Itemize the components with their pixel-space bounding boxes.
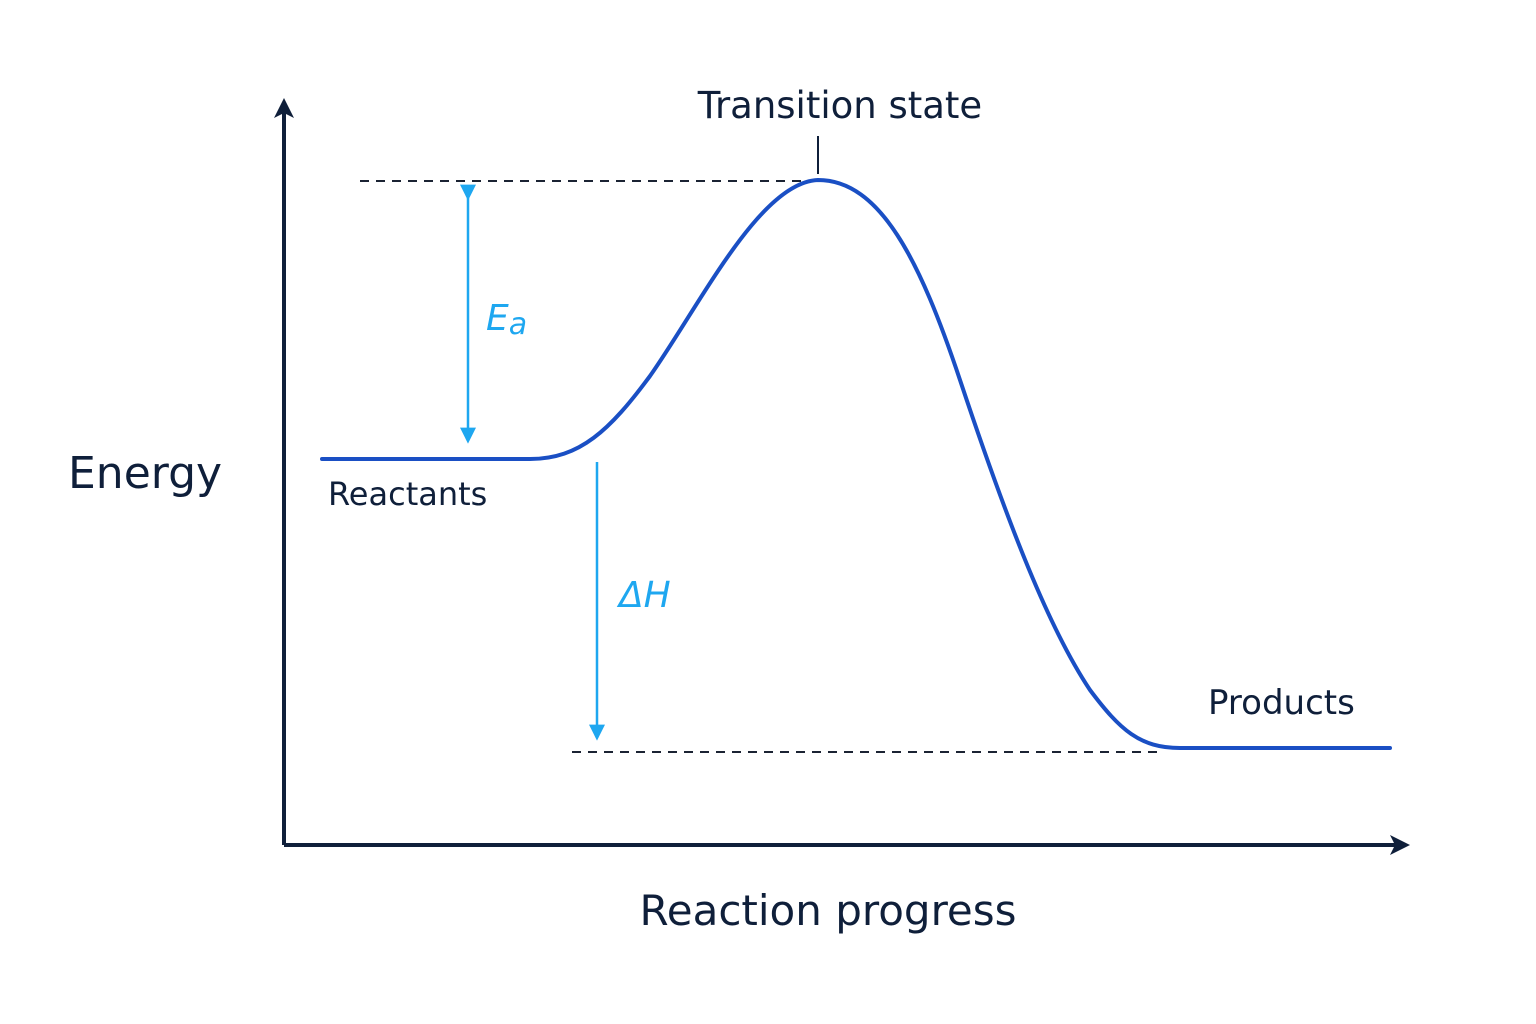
x-axis-label: Reaction progress [639, 886, 1016, 935]
activation-energy-subscript: a [509, 307, 527, 342]
activation-energy-symbol: E [486, 298, 509, 339]
products-label: Products [1208, 683, 1355, 723]
transition-state-label: Transition state [697, 84, 982, 127]
activation-energy-label: Ea [486, 298, 527, 342]
energy-curve [320, 178, 1392, 750]
enthalpy-change-label: ΔH [616, 575, 671, 616]
y-axis-label: Energy [68, 448, 222, 499]
reactants-label: Reactants [328, 475, 487, 513]
